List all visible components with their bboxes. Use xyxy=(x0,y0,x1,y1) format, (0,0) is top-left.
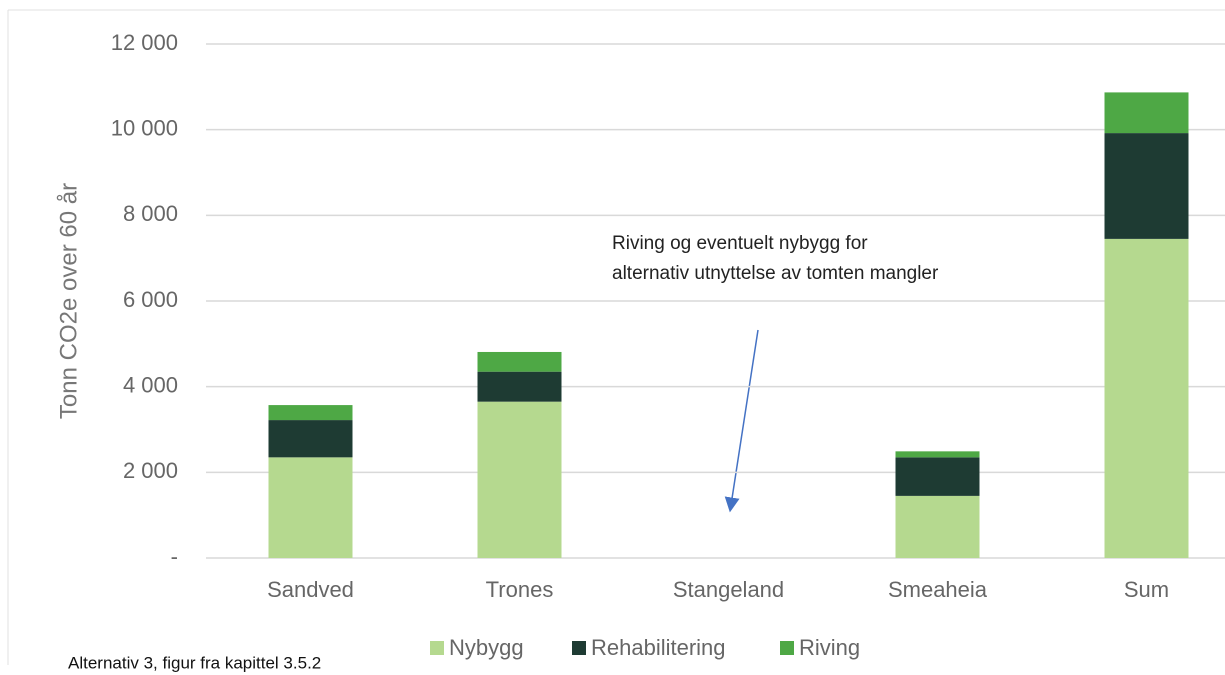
bar-segment xyxy=(1104,92,1189,134)
legend-label: Rehabilitering xyxy=(591,635,726,660)
bar-segment xyxy=(477,351,562,372)
legend-swatch xyxy=(572,641,586,655)
annotation-arrow xyxy=(724,329,759,513)
y-tick-label: 6 000 xyxy=(123,287,178,312)
bar-segment xyxy=(1104,238,1189,558)
x-tick-label: Trones xyxy=(486,577,554,602)
y-tick-label: 4 000 xyxy=(123,372,178,397)
bar-segment xyxy=(268,457,353,558)
y-tick-label: - xyxy=(171,544,178,569)
y-tick-label: 10 000 xyxy=(111,115,178,140)
x-tick-label: Sum xyxy=(1124,577,1169,602)
y-tick-label: 12 000 xyxy=(111,30,178,55)
legend-label: Riving xyxy=(799,635,860,660)
annotation: alternativ utnyttelse av tomten mangler xyxy=(612,263,939,284)
caption: Alternativ 3, figur fra kapittel 3.5.2 xyxy=(68,653,321,672)
legend-swatch xyxy=(780,641,794,655)
bar-segment xyxy=(268,420,353,458)
y-tick-label: 2 000 xyxy=(123,458,178,483)
bar-segment xyxy=(477,371,562,402)
bar-segment xyxy=(895,495,980,558)
y-tick-label: 8 000 xyxy=(123,201,178,226)
bar-segment xyxy=(1104,133,1189,239)
bar-segment xyxy=(268,405,353,421)
x-tick-label: Sandved xyxy=(267,577,354,602)
legend-swatch xyxy=(430,641,444,655)
legend-label: Nybygg xyxy=(449,635,524,660)
y-axis-label: Tonn CO2e over 60 år xyxy=(55,183,82,419)
x-tick-label: Smeaheia xyxy=(888,577,988,602)
bar-segment xyxy=(895,451,980,458)
x-tick-label: Stangeland xyxy=(673,577,784,602)
annotation: Riving og eventuelt nybygg for xyxy=(612,233,868,254)
bar-segment xyxy=(895,457,980,496)
bar-segment xyxy=(477,401,562,558)
